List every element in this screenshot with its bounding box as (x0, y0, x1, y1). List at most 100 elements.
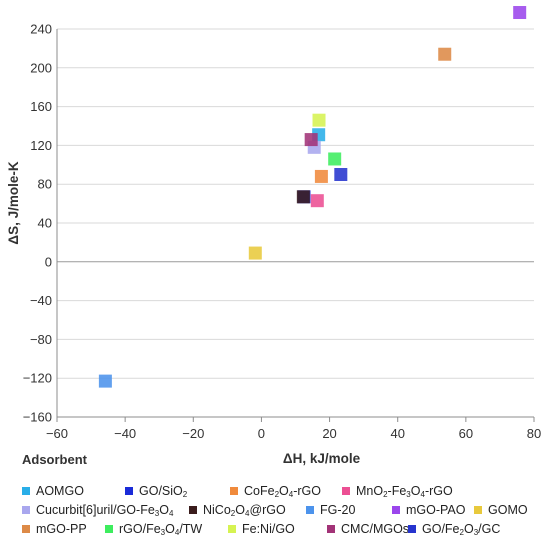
legend-label-text: CoFe (244, 484, 275, 498)
legend-swatch (125, 487, 133, 495)
legend-label-subscript: 4 (174, 528, 180, 537)
y-tick-label: 0 (45, 254, 52, 269)
legend-label-text: @rGO (249, 503, 286, 517)
legend-swatch (189, 506, 197, 514)
legend-label-subscript: 2 (459, 528, 464, 537)
legend-label-subscript: 4 (244, 509, 250, 518)
legend-label: Cucurbit[6]uril/GO-Fe3O4 (36, 503, 174, 518)
y-tick-label: −160 (23, 410, 52, 425)
legend-label-text: MnO (356, 484, 384, 498)
legend-label-subscript: 4 (168, 509, 174, 518)
legend-label-text: O (235, 503, 245, 517)
legend-item: GOMO (474, 503, 528, 517)
legend-label-subscript: 3 (154, 509, 160, 518)
legend-label-subscript: 4 (420, 490, 425, 499)
legend-label-text: O (279, 484, 289, 498)
legend-label: AOMGO (36, 484, 84, 498)
legend-label: Fe:Ni/GO (242, 522, 295, 536)
data-point-nico2o4-rgo (296, 190, 310, 204)
x-tick-label: 40 (390, 426, 404, 441)
legend-item: rGO/Fe3O4/TW (105, 522, 202, 537)
data-point-fe-ni-go (312, 113, 326, 127)
legend-label-subscript: 3 (473, 528, 479, 537)
legend-swatch (408, 525, 416, 533)
legend-label-text: O (463, 522, 474, 536)
legend-label: MnO2-Fe3O4-rGO (356, 484, 453, 499)
y-tick-label: 80 (38, 177, 52, 192)
y-tick-label: 200 (30, 60, 52, 75)
legend-item: CoFe2O4-rGO (230, 484, 321, 499)
legend-label: rGO/Fe3O4/TW (119, 522, 202, 537)
data-point-mno2-fe3o4-rgo (310, 194, 324, 208)
data-point-mgo-pp (438, 47, 452, 61)
legend-item: NiCo2O4@rGO (189, 503, 286, 518)
legend-swatch (22, 525, 30, 533)
legend-swatch (342, 487, 350, 495)
legend-label-text: GO/SiO (139, 484, 183, 498)
legend-label-text: Fe:Ni/GO (242, 522, 295, 536)
y-tick-label: 160 (30, 99, 52, 114)
legend-label-text: GOMO (488, 503, 528, 517)
legend-label-text: O (159, 503, 169, 517)
legend-item: FG-20 (306, 503, 355, 517)
legend-label-text: mGO-PP (36, 522, 87, 536)
legend-label-text: GO/Fe (422, 522, 460, 536)
legend-item: mGO-PAO (392, 503, 466, 517)
legend-swatch (105, 525, 113, 533)
legend-label-text: -rGO (424, 484, 453, 498)
legend-label: mGO-PAO (406, 503, 466, 517)
legend-label-text: FG-20 (320, 503, 356, 517)
x-axis-label: ΔH, kJ/mole (283, 451, 361, 466)
legend-label: CoFe2O4-rGO (244, 484, 321, 499)
legend-swatch (392, 506, 400, 514)
legend-swatch (474, 506, 482, 514)
y-tick-label: 40 (38, 216, 52, 231)
y-tick-label: 120 (30, 138, 52, 153)
data-point-cmc-mgos (304, 133, 318, 147)
x-tick-label: −40 (114, 426, 136, 441)
x-tick-label: 60 (459, 426, 473, 441)
legend-label-subscript: 2 (383, 490, 388, 499)
legend-label-text: mGO-PAO (406, 503, 466, 517)
legend-label: mGO-PP (36, 522, 87, 536)
legend-label-text: O (165, 522, 175, 536)
legend-label-text: AOMGO (36, 484, 84, 498)
x-tick-label: 80 (527, 426, 541, 441)
legend-label: FG-20 (320, 503, 355, 517)
legend-label-text: NiCo (203, 503, 231, 517)
legend-swatch (327, 525, 335, 533)
legend-label-subscript: 3 (406, 490, 411, 499)
legend-label: GOMO (488, 503, 528, 517)
legend-title: Adsorbent (22, 452, 87, 467)
legend-label: GO/Fe2O3/GC (422, 522, 500, 537)
legend-label-text: CMC/MGOs (341, 522, 410, 536)
data-point-gomo (248, 246, 262, 260)
legend-label-text: O (410, 484, 421, 498)
legend-item: GO/Fe2O3/GC (408, 522, 500, 537)
data-point-rgo-fe3o4-tw (328, 152, 342, 166)
data-point-mgo-pao (513, 6, 527, 20)
legend-label: GO/SiO2 (139, 484, 187, 499)
data-point-go-fe2o3-gc (334, 168, 348, 181)
legend-label-subscript: 3 (160, 528, 166, 537)
legend-swatch (306, 506, 314, 514)
legend-item: AOMGO (22, 484, 84, 498)
legend-item: MnO2-Fe3O4-rGO (342, 484, 453, 499)
legend-label-text: Cucurbit[6]uril/GO-Fe (36, 503, 155, 517)
legend-label-text: -Fe (387, 484, 407, 498)
x-tick-label: 0 (258, 426, 265, 441)
y-tick-label: −40 (30, 293, 52, 308)
legend-swatch (22, 506, 30, 514)
legend-swatch (230, 487, 238, 495)
legend-item: CMC/MGOs (327, 522, 409, 536)
legend-label-subscript: 4 (288, 490, 294, 499)
y-tick-label: −120 (23, 371, 52, 386)
x-tick-label: 20 (322, 426, 336, 441)
legend-label-subscript: 2 (274, 490, 280, 499)
data-point-fg-20 (98, 374, 112, 388)
data-points (98, 6, 527, 388)
y-axis-label: ΔS, J/mole-K (6, 161, 21, 244)
legend-label-text: -rGO (293, 484, 321, 498)
